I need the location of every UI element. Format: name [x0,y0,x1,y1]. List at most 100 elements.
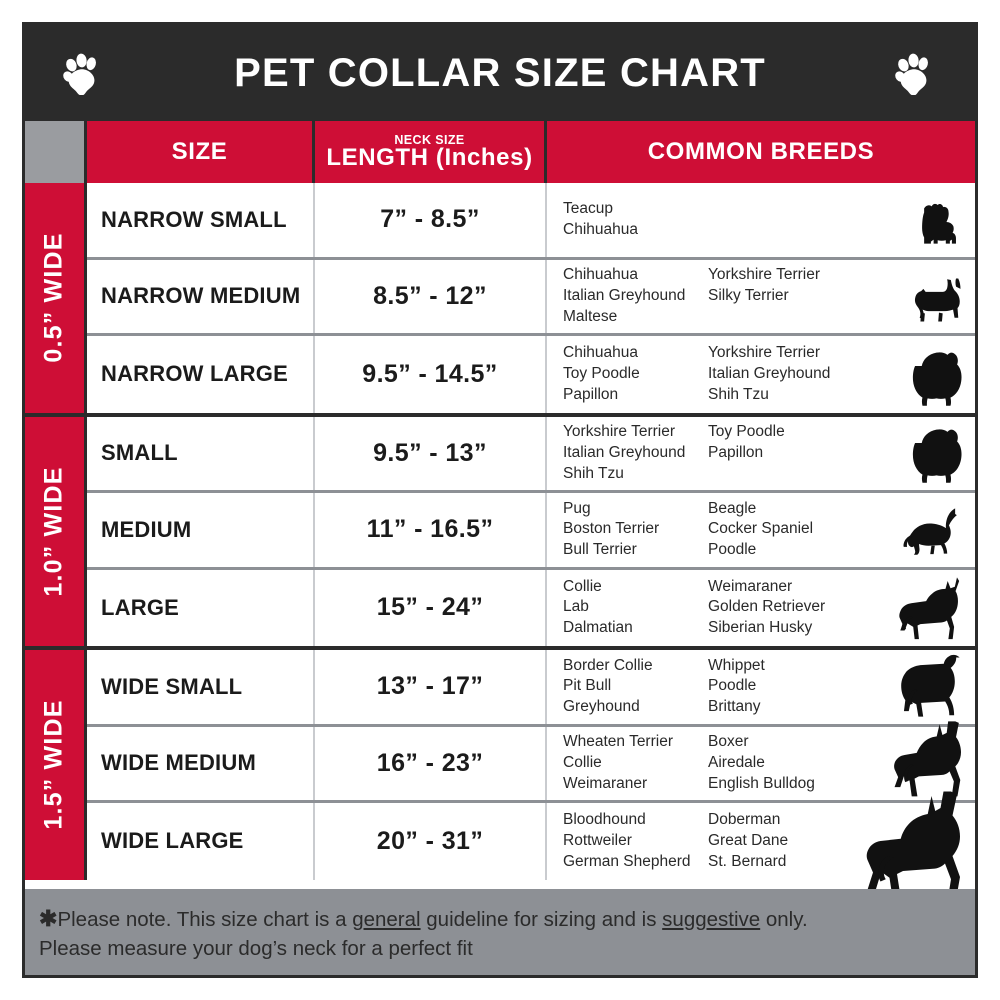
breed-name: St. Bernard [708,852,787,870]
breed-columns: Teacup Chihuahua [563,199,853,241]
column-header-size-label: SIZE [171,138,228,166]
breed-name: Boxer [708,733,749,751]
breed-column: Wheaten Terrier Collie Weimaraner [563,732,708,794]
breed-name: Yorkshire Terrier [708,266,820,284]
collar-width-text: 1.0” WIDE [40,466,68,597]
breed-name: Italian Greyhound [708,364,831,382]
cell-size-name: WIDE SMALL [87,650,315,724]
pomeranian-silhouette [907,347,963,407]
breed-columns: Wheaten Terrier Collie Weimaraner Boxer Aire… [563,732,853,794]
cell-size-name: NARROW MEDIUM [87,259,315,333]
breed-column: Yorkshire Terrier Silky Terrier [708,265,853,327]
cell-common-breeds: Border Collie Pit Bull Greyhound Whippet Poo… [547,650,975,724]
size-group-rows: SMALL 9.5” - 13” Yorkshire Terrier Italian … [87,416,975,647]
size-group-rows: NARROW SMALL 7” - 8.5” Teacup Chihuahua NARR… [87,183,975,413]
footer-line1-part-b: guideline for sizing and is [420,908,663,931]
cell-size-name: NARROW SMALL [87,183,315,257]
breed-name: Chihuahua [563,266,638,284]
breed-columns: Pug Boston Terrier Bull Terrier Beagle Cocke… [563,499,853,561]
breed-column: Yorkshire Terrier Italian Greyhound Shih T… [563,422,708,484]
collar-width-label: 0.5” WIDE [25,183,87,413]
breed-name: Pit Bull [563,677,612,695]
column-header-size: SIZE [87,121,315,183]
breed-name: Papillon [708,443,764,461]
breed-name: Rottweiler [563,831,632,849]
breed-name: Lab [563,598,589,616]
breed-name: Shih Tzu [708,385,769,403]
breed-name: Wheaten Terrier [563,733,673,751]
breed-columns: Yorkshire Terrier Italian Greyhound Shih T… [563,422,853,484]
breed-column: Weimaraner Golden Retriever Siberian Husky [708,577,853,639]
breed-name: Poodle [708,541,757,559]
column-header-common-breeds: COMMON BREEDS [547,121,975,183]
asterisk-icon: ✱ [39,906,58,931]
collar-width-label: 1.5” WIDE [25,650,87,880]
breed-name: Italian Greyhound [563,286,686,304]
chihuahua-silhouette [907,277,965,323]
footer-note: ✱Please note. This size chart is a gener… [25,889,975,975]
breed-columns: Border Collie Pit Bull Greyhound Whippet Poo… [563,656,853,718]
breed-name: Weimaraner [708,577,793,595]
size-group: 0.5” WIDE NARROW SMALL 7” - 8.5” Teacup Chih… [25,183,975,417]
size-group: 1.0” WIDE SMALL 9.5” - 13” Yorkshire Terrie… [25,416,975,650]
table-row: NARROW SMALL 7” - 8.5” Teacup Chihuahua [87,183,975,260]
cell-neck-length: 15” - 24” [315,569,547,646]
breed-name: Whippet [708,656,765,674]
footer-line-2: Please measure your dog’s neck for a per… [39,937,473,961]
breed-name: Siberian Husky [708,619,813,637]
cell-size-name: WIDE MEDIUM [87,726,315,800]
breed-columns: Chihuahua Italian Greyhound Maltese Yorkshi… [563,265,853,327]
cell-common-breeds: Bloodhound Rottweiler German Shepherd Dober… [547,791,975,898]
footer-line1-part-c: only. [760,908,808,931]
beagle-silhouette [889,505,967,557]
breed-column: Bloodhound Rottweiler German Shepherd [563,810,708,872]
breed-name: Border Collie [563,656,653,674]
cell-size-name: NARROW LARGE [87,336,315,413]
cell-common-breeds: Yorkshire Terrier Italian Greyhound Shih T… [547,417,975,491]
boxer-silhouette [883,720,969,800]
footer-line-1: ✱Please note. This size chart is a gener… [39,903,975,934]
column-header-neck-size-sublabel: NECK SIZE [394,132,465,147]
yorkshire-terrier-silhouette [913,203,961,245]
husky-silhouette [889,576,969,642]
page-title: PET COLLAR SIZE CHART [234,51,766,95]
breed-name: Collie [563,753,602,771]
breed-name: Shih Tzu [563,464,624,482]
table-row: WIDE LARGE 20” - 31” Bloodhound Rottweiler G… [87,791,975,898]
cell-size-name: LARGE [87,569,315,646]
breed-name: Collie [563,577,602,595]
table-row: SMALL 9.5” - 13” Yorkshire Terrier Italian … [87,416,975,493]
paw-print-icon [59,49,105,96]
doberman-silhouette [853,790,971,898]
breed-name: Airedale [708,753,765,771]
breed-column: Whippet Poodle Brittany [708,656,853,718]
table-row: NARROW MEDIUM 8.5” - 12” Chihuahua Italian … [87,259,975,336]
table-row: MEDIUM 11” - 16.5” Pug Boston Terrier Bull T… [87,493,975,570]
breed-name: Chihuahua [563,344,638,362]
cell-neck-length: 8.5” - 12” [315,259,547,333]
column-header-neck-length: NECK SIZE LENGTH (Inches) [315,121,547,183]
breed-column: Pug Boston Terrier Bull Terrier [563,499,708,561]
pomeranian-silhouette [907,424,963,484]
cell-common-breeds: Collie Lab Dalmatian Weimaraner Golden Retri… [547,570,975,647]
chart-header-banner: PET COLLAR SIZE CHART [25,25,975,121]
breed-name: Silky Terrier [708,286,789,304]
breed-name: English Bulldog [708,774,815,792]
cell-neck-length: 13” - 17” [315,650,547,724]
column-header-length-label: LENGTH (Inches) [326,144,533,172]
breed-columns: Collie Lab Dalmatian Weimaraner Golden Retri… [563,577,853,639]
breed-column [708,199,853,241]
cell-size-name: MEDIUM [87,493,315,567]
breed-name: German Shepherd [563,852,691,870]
breed-column: Collie Lab Dalmatian [563,577,708,639]
table-row: WIDE MEDIUM 16” - 23” Wheaten Terrier Colli… [87,721,975,803]
breed-name: Bull Terrier [563,541,637,559]
footer-line1-part-a: Please note. This size chart is a [57,908,353,931]
breed-name: Italian Greyhound [563,443,686,461]
pet-collar-size-chart: PET COLLAR SIZE CHART SIZE NECK SIZE LEN… [22,22,978,978]
breed-columns: Bloodhound Rottweiler German Shepherd Dober… [563,810,853,872]
breed-name: Toy Poodle [563,364,640,382]
breed-column: Chihuahua Toy Poodle Papillon [563,343,708,405]
cell-common-breeds: Pug Boston Terrier Bull Terrier Beagle Cocke… [547,493,975,567]
cell-neck-length: 7” - 8.5” [315,183,547,257]
